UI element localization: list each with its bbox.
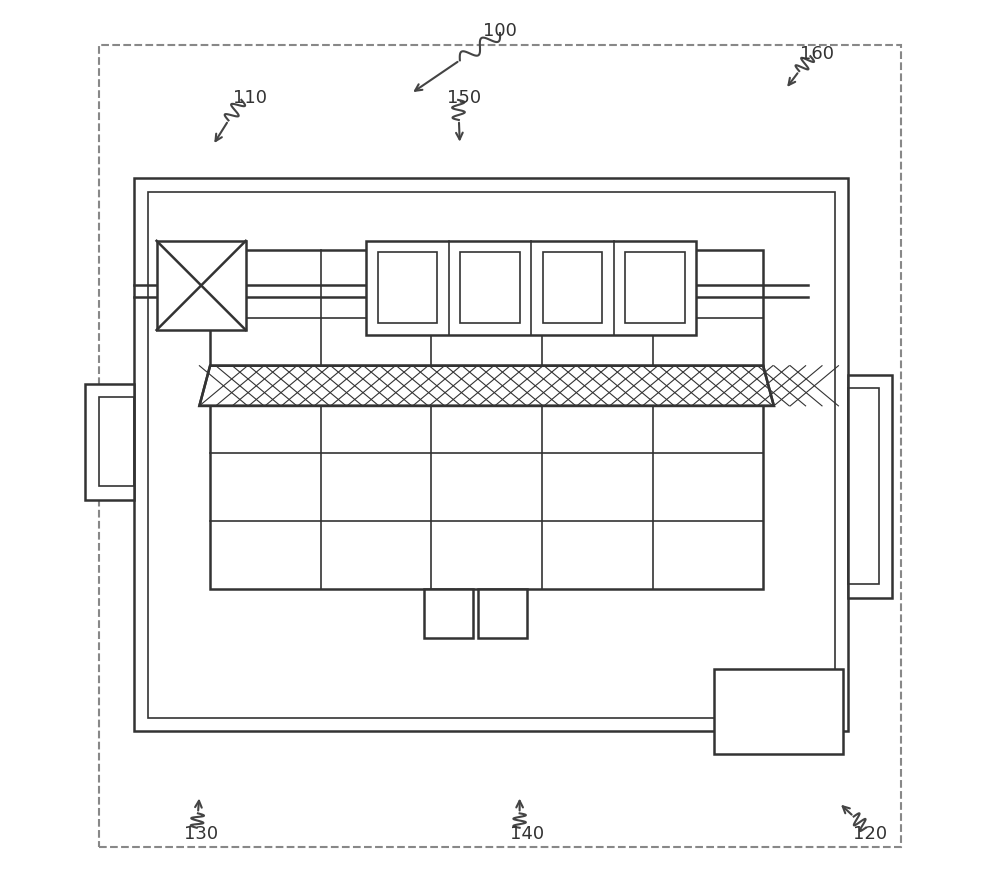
Bar — [210, 250, 763, 589]
Text: 110: 110 — [233, 89, 267, 107]
Bar — [148, 192, 834, 718]
Bar — [543, 252, 602, 323]
Bar — [424, 589, 473, 638]
Text: 150: 150 — [447, 89, 481, 107]
Polygon shape — [199, 366, 774, 406]
Bar — [625, 252, 685, 323]
Bar — [478, 589, 527, 638]
Bar — [848, 388, 879, 584]
Bar — [99, 397, 134, 486]
Text: 120: 120 — [853, 825, 887, 843]
Text: 130: 130 — [184, 825, 218, 843]
Bar — [460, 252, 520, 323]
Bar — [85, 384, 134, 500]
Text: 140: 140 — [510, 825, 544, 843]
Text: 160: 160 — [800, 45, 834, 62]
Bar — [378, 252, 437, 323]
Bar — [134, 178, 848, 731]
Bar — [848, 375, 892, 598]
Text: 100: 100 — [483, 22, 517, 40]
Bar — [366, 241, 696, 334]
Bar — [714, 669, 843, 754]
Bar — [157, 241, 246, 330]
